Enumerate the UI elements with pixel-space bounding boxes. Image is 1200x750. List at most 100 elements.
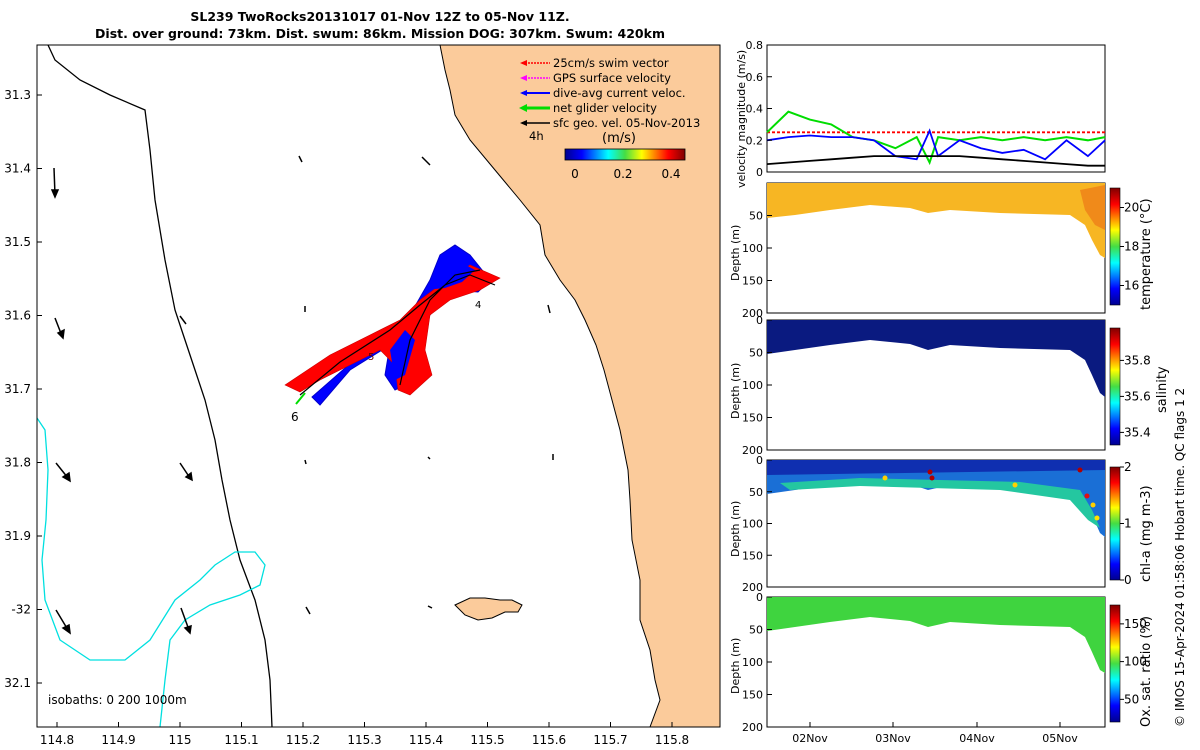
colorbar-tick-label: 16 (1124, 279, 1139, 293)
temperature-colorbar (1109, 187, 1121, 306)
map-y-tick-label: 32.1 (4, 676, 31, 690)
colorbar-tick-label: 0 (1124, 573, 1132, 587)
sfc-geo-velocity-arrows (50, 155, 554, 635)
depth-tick-label: 150 (742, 549, 763, 562)
velocity-panel: 0 0.2 0.4 0.6 0.8 (746, 39, 1106, 179)
chla-colorbar-label: chl-a (mg m-3) (1139, 485, 1154, 582)
salinity-ylabel: Depth (m) (729, 362, 742, 419)
chart-title-line2: Dist. over ground: 73km. Dist. swum: 86k… (95, 26, 665, 41)
chla-colorbar (1109, 466, 1121, 581)
colorbar-tick-label: 100 (1124, 655, 1147, 669)
velocity-series-line (766, 128, 1106, 161)
track-label-4: 4 (475, 300, 481, 311)
temperature-ylabel: Depth (m) (729, 224, 742, 281)
map-x-tick-label: 115.3 (347, 733, 381, 747)
colorbar-tick-label: 35.4 (1124, 425, 1151, 439)
colorbar-tick-labels: 16 18 20 35.4 35.6 35.8 0 1 2 50 100 150 (1120, 201, 1151, 706)
depth-tick-label: 150 (742, 689, 763, 702)
chla-ylabel: Depth (m) (729, 500, 742, 557)
legend-net-glider-velocity: net glider velocity (519, 101, 657, 115)
map-panel: 4 5 6 25cm/s swim vector GPS surface vel… (4, 44, 721, 747)
map-y-tick-label: -32 (11, 603, 31, 617)
isobath-1000 (37, 417, 266, 727)
velocity-ylabel: velocity magnitude (m/s) (735, 49, 748, 188)
colorbar-tick-label: 35.6 (1124, 389, 1151, 403)
isobath-200 (47, 45, 273, 727)
colorbar-tick-label: 1 (1124, 517, 1132, 531)
temperature-colorbar-label: temperature (°C) (1139, 198, 1154, 310)
velocity-y-tick-label: 0 (756, 166, 763, 179)
track-label-6: 6 (291, 410, 299, 424)
depth-tick-label: 200 (742, 581, 763, 594)
depth-tick-label: 0 (756, 591, 763, 604)
map-axes-frame (36, 44, 721, 728)
chla-subsurface-max (780, 478, 1100, 528)
time-axis-tick-labels: 02Nov 03Nov 04Nov 05Nov (792, 722, 1078, 745)
time-marker-label: 4h (529, 129, 544, 143)
depth-tick-label: 50 (749, 347, 763, 360)
velocity-y-tick-label: 0.6 (746, 71, 764, 84)
map-y-tick-label: 31.3 (4, 88, 31, 102)
island-shape (454, 597, 523, 621)
net-glider-track-line (299, 269, 496, 396)
dive-avg-current-overlay (390, 262, 475, 380)
colorbar-tick-label: 20 (1124, 201, 1139, 215)
depth-tick-label: 100 (742, 242, 763, 255)
map-x-tick-labels: 114.8 114.9 115 115.1 115.2 115.3 115.4 115.5 11… (40, 722, 689, 747)
map-x-tick-label: 115.4 (409, 733, 443, 747)
legend-label-sfc-geo-velocity: sfc geo. vel. 05-Nov-2013 (553, 116, 700, 130)
legend-dive-avg-current: dive-avg current veloc. (520, 86, 686, 100)
velocity-series-line (766, 155, 1105, 167)
colorbar-tick-label: 150 (1124, 617, 1147, 631)
depth-tick-label: 0 (756, 454, 763, 467)
map-x-tick-label: 115.8 (655, 733, 689, 747)
map-y-tick-label: 31.7 (4, 382, 31, 396)
colorbar-tick-label: 2 (1124, 460, 1132, 474)
map-colorbar (564, 148, 686, 161)
map-x-tick-label: 114.9 (101, 733, 135, 747)
depth-tick-label: 200 (742, 444, 763, 457)
velocity-y-tick-label: 0.2 (746, 134, 764, 147)
velocity-y-tick-label: 0.8 (746, 39, 764, 52)
map-colorbar-tick-label: 0.2 (613, 167, 632, 181)
depth-tick-label: 200 (742, 721, 763, 734)
map-x-tick-label: 115.6 (532, 733, 566, 747)
oxygen-panel (766, 596, 1121, 728)
map-y-tick-label: 31.9 (4, 529, 31, 543)
map-colorbar-ticks: 0 0.2 0.4 (571, 167, 680, 181)
time-tick-label: 04Nov (959, 732, 995, 745)
map-x-tick-label: 115.7 (593, 733, 627, 747)
depth-tick-label: 150 (742, 412, 763, 425)
velocity-series-line (766, 110, 1106, 166)
chla-panel (766, 459, 1121, 588)
map-x-tick-label: 115.1 (224, 733, 258, 747)
map-colorbar-label: (m/s) (602, 131, 636, 146)
map-x-tick-label: 114.8 (40, 733, 74, 747)
map-colorbar-tick-label: 0.4 (661, 167, 680, 181)
salinity-panel (766, 319, 1121, 451)
chart-title-line1: SL239 TwoRocks20131017 01-Nov 12Z to 05-… (190, 9, 570, 24)
temperature-field (767, 183, 1105, 258)
depth-axis-ticks: 5010015020005010015020005010015020005010… (742, 210, 772, 734)
time-tick-label: 02Nov (792, 732, 828, 745)
temperature-panel (766, 182, 1121, 314)
temperature-warm-band (1080, 185, 1105, 230)
oxygen-colorbar-label: Ox. sat. ratio (%) (1139, 616, 1154, 727)
legend-gps-velocity: GPS surface velocity (520, 71, 671, 85)
depth-tick-label: 0 (756, 314, 763, 327)
map-legend: 25cm/s swim vector GPS surface velocity … (519, 56, 700, 181)
salinity-field (767, 320, 1105, 397)
chla-surface-layer (767, 460, 1105, 475)
glider-track (284, 244, 501, 406)
depth-tick-label: 100 (742, 518, 763, 531)
velocity-series-lines (766, 110, 1106, 167)
colorbar-tick-label: 18 (1124, 240, 1139, 254)
legend-label-dive-avg-current: dive-avg current veloc. (553, 86, 686, 100)
depth-tick-label: 50 (749, 624, 763, 637)
depth-tick-label: 100 (742, 656, 763, 669)
legend-swim-vector: 25cm/s swim vector (520, 56, 669, 70)
depth-tick-label: 200 (742, 307, 763, 320)
time-tick-label: 05Nov (1042, 732, 1078, 745)
colorbar-tick-label: 35.8 (1124, 353, 1151, 367)
